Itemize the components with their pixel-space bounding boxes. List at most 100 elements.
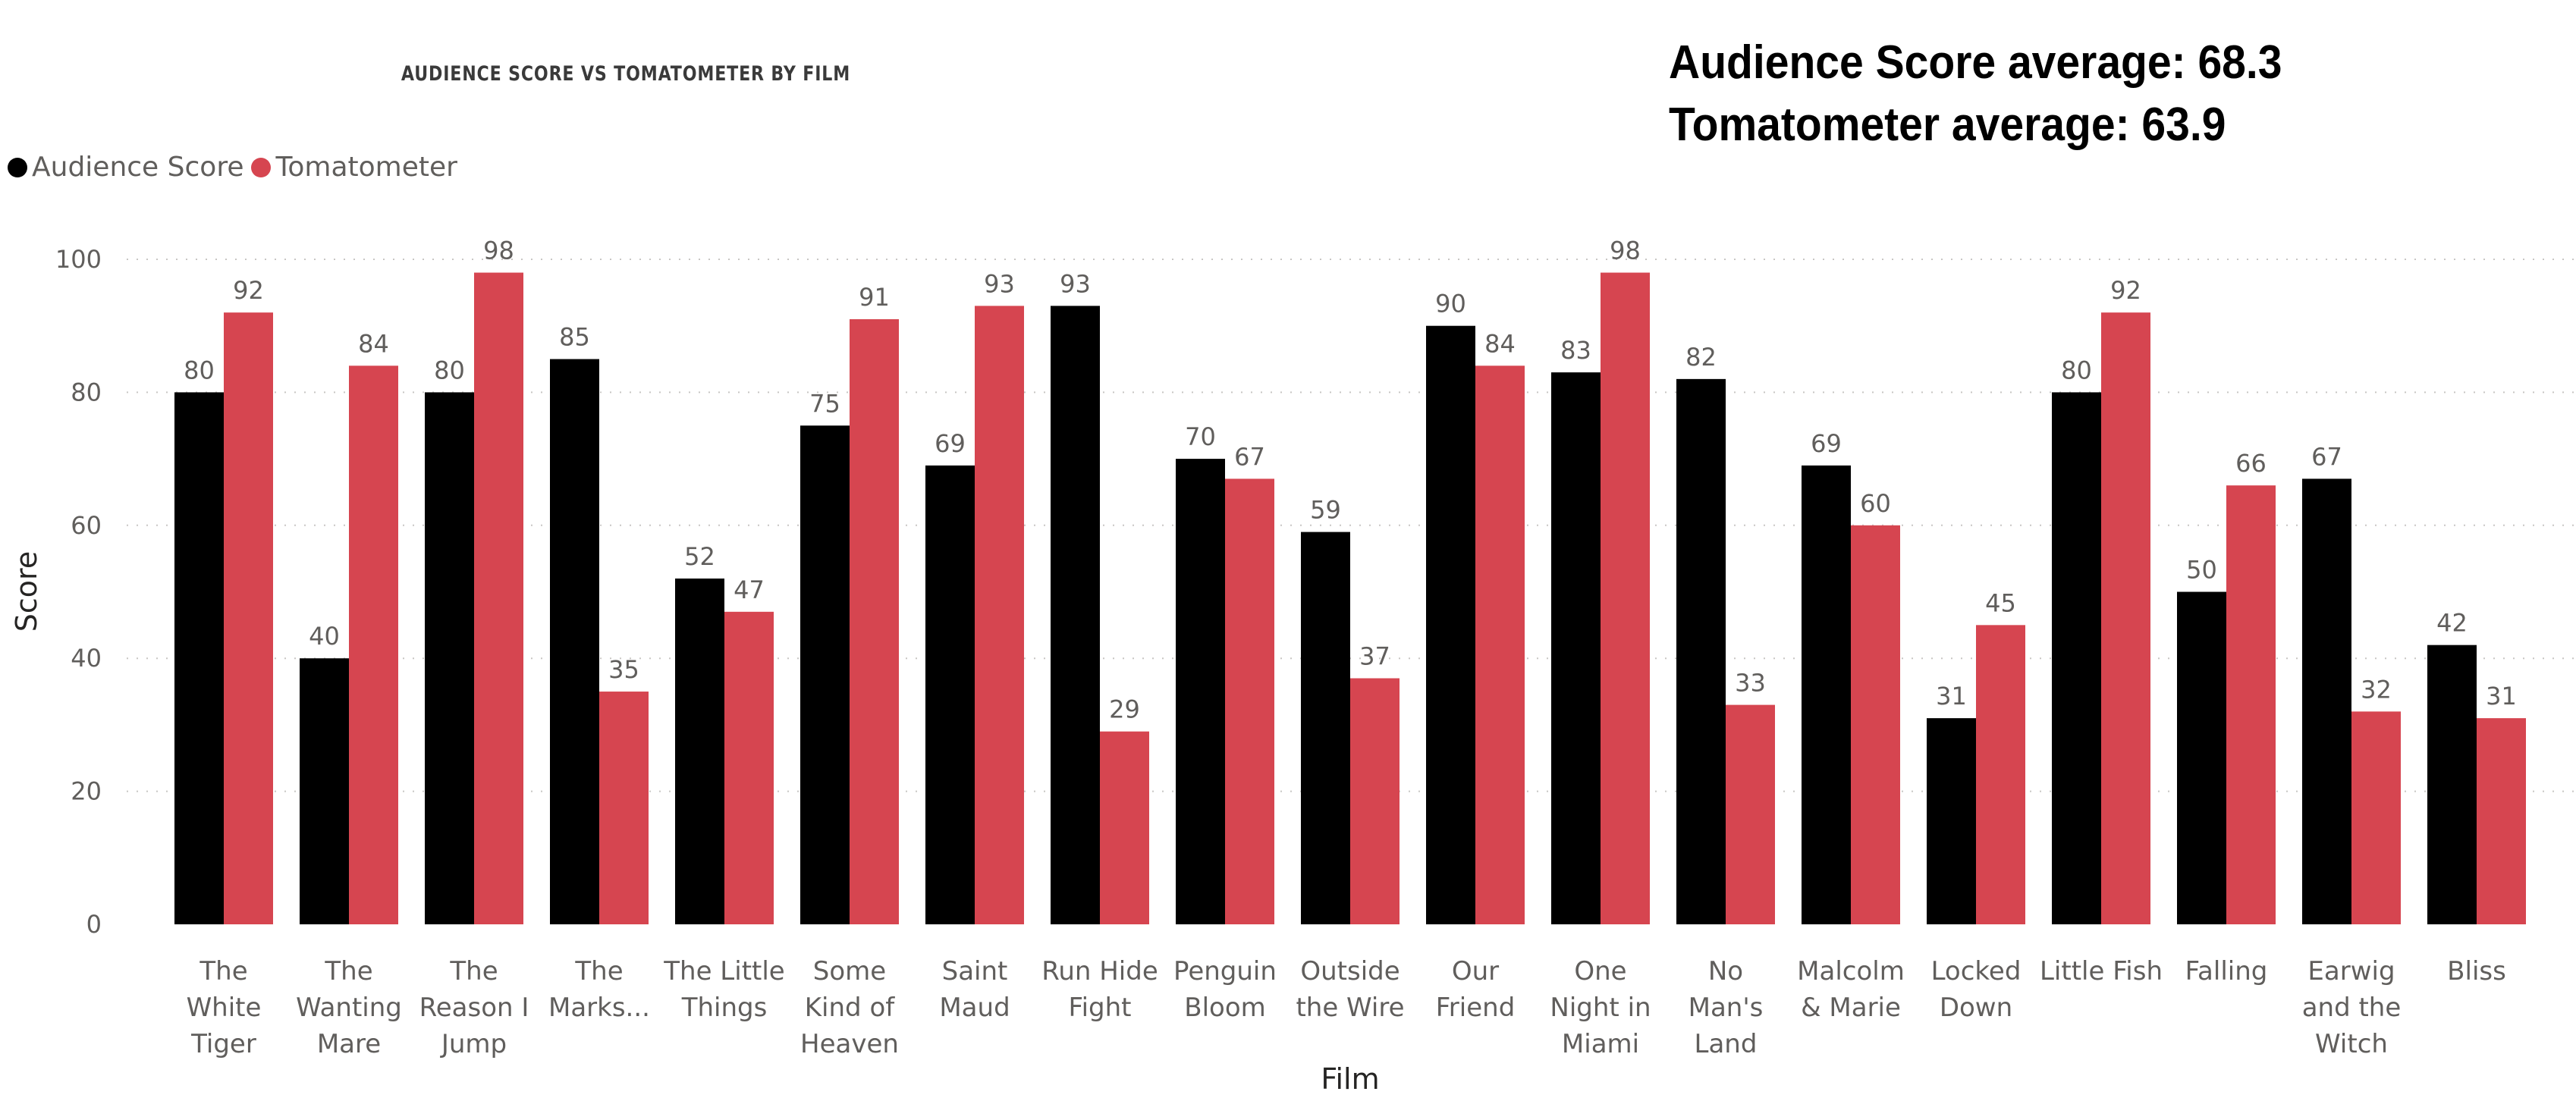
data-label: 37 [1359, 642, 1390, 671]
legend-item-audience-score[interactable]: Audience Score [8, 152, 243, 183]
data-label: 84 [1484, 329, 1516, 358]
x-tick-label: The Reason I Jump [419, 956, 529, 1059]
x-tick-label: Saint Maud [939, 956, 1010, 1023]
data-label: 42 [2436, 609, 2468, 638]
x-tick-label: One Night in Miami [1550, 956, 1651, 1059]
bar-audience-score [2302, 478, 2351, 924]
x-tick-label: Earwig and the Witch [2302, 956, 2402, 1059]
data-label: 31 [2486, 682, 2517, 710]
bar-audience-score [2427, 645, 2477, 924]
y-tick-label: 80 [71, 378, 102, 406]
bar-tomatometer [724, 611, 774, 924]
x-tick-label: Our Friend [1436, 956, 1516, 1023]
x-tick-label: Run Hide Fight [1041, 956, 1158, 1023]
bar-tomatometer [2226, 485, 2276, 924]
data-label: 85 [559, 323, 590, 352]
bar-audience-score [1802, 465, 1851, 924]
bar-tomatometer [1726, 704, 1775, 924]
tomatometer-average: Tomatometer average: 63.9 [1669, 99, 2226, 151]
data-label: 31 [1936, 682, 1967, 710]
bar-tomatometer [1100, 731, 1149, 924]
data-label: 93 [1060, 269, 1091, 298]
data-label: 98 [1610, 237, 1641, 265]
bar-audience-score [1176, 459, 1225, 924]
legend-marker-icon [251, 157, 272, 177]
bar-tomatometer [850, 318, 899, 924]
data-label: 47 [734, 576, 765, 604]
bar-tomatometer [224, 312, 273, 924]
data-label: 66 [2235, 449, 2267, 478]
data-label: 92 [233, 276, 264, 305]
bar-tomatometer [975, 306, 1024, 924]
x-tick-label: Outside the Wire [1296, 956, 1404, 1023]
bar-audience-score [925, 465, 975, 924]
average-cards: Audience Score average: 68.3 Tomatometer… [1669, 32, 2282, 156]
bar-tomatometer [2101, 312, 2150, 924]
bar-tomatometer [349, 365, 398, 924]
y-tick-label: 20 [71, 777, 102, 806]
data-label: 98 [483, 237, 514, 265]
bar-audience-score [2177, 591, 2226, 924]
data-label: 52 [684, 542, 715, 571]
data-label: 50 [2186, 556, 2217, 585]
data-label: 70 [1185, 422, 1216, 451]
x-tick-label: The Little Things [663, 956, 784, 1023]
data-label: 67 [1234, 442, 1265, 471]
data-label: 75 [809, 389, 840, 418]
legend-item-tomatometer[interactable]: Tomatometer [251, 152, 457, 183]
data-label: 91 [859, 283, 890, 312]
bar-tomatometer [474, 272, 523, 924]
bar-audience-score [1426, 325, 1475, 924]
bar-tomatometer [2477, 718, 2526, 924]
x-tick-label: Some Kind of Heaven [800, 956, 899, 1059]
legend-marker-icon [8, 157, 27, 177]
bar-tomatometer [1851, 525, 1900, 924]
bar-tomatometer [1350, 678, 1400, 924]
bar-audience-score [1051, 306, 1100, 924]
x-tick-label: The Wanting Mare [296, 956, 402, 1059]
bar-audience-score [550, 359, 599, 924]
y-tick-label: 0 [86, 910, 102, 939]
y-axis-title: Score [10, 551, 43, 632]
legend: Audience Score Tomatometer [8, 152, 465, 183]
x-tick-label: Bliss [2447, 956, 2506, 987]
x-tick-label: No Man's Land [1689, 956, 1764, 1059]
data-label: 90 [1435, 290, 1466, 318]
bar-tomatometer [1475, 365, 1525, 924]
bar-tomatometer [1601, 272, 1650, 924]
bar-audience-score [1927, 718, 1976, 924]
bar-tomatometer [1225, 478, 1274, 924]
x-tick-label: The White Tiger [187, 956, 262, 1059]
x-tick-label: Penguin Bloom [1173, 956, 1277, 1023]
y-tick-label: 40 [71, 644, 102, 673]
data-label: 80 [2061, 356, 2092, 384]
bar-tomatometer [2351, 711, 2401, 924]
bar-audience-score [1551, 372, 1601, 925]
bar-audience-score [1301, 532, 1350, 924]
data-label: 29 [1109, 695, 1140, 724]
x-axis-title: Film [1321, 1062, 1379, 1096]
y-tick-label: 100 [55, 245, 102, 274]
data-label: 40 [309, 622, 340, 651]
bar-audience-score [800, 425, 850, 924]
bar-audience-score [1676, 378, 1726, 924]
data-label: 67 [2311, 442, 2342, 471]
data-label: 60 [1860, 489, 1891, 518]
bar-audience-score [300, 658, 349, 924]
data-label: 35 [608, 655, 639, 684]
x-tick-label: The Marks... [548, 956, 650, 1023]
x-tick-label: Little Fish [2040, 956, 2163, 987]
data-label: 82 [1685, 343, 1717, 372]
x-tick-label: Malcolm & Marie [1797, 956, 1905, 1023]
data-label: 80 [434, 356, 465, 384]
bar-audience-score [425, 392, 474, 924]
legend-label: Audience Score [32, 152, 244, 183]
audience-score-average: Audience Score average: 68.3 [1669, 36, 2282, 89]
bar-tomatometer [599, 692, 649, 924]
y-tick-label: 60 [71, 511, 102, 540]
bar-audience-score [174, 392, 224, 924]
data-label: 84 [358, 329, 389, 358]
data-label: 92 [2110, 276, 2141, 305]
data-label: 69 [1811, 429, 1842, 458]
